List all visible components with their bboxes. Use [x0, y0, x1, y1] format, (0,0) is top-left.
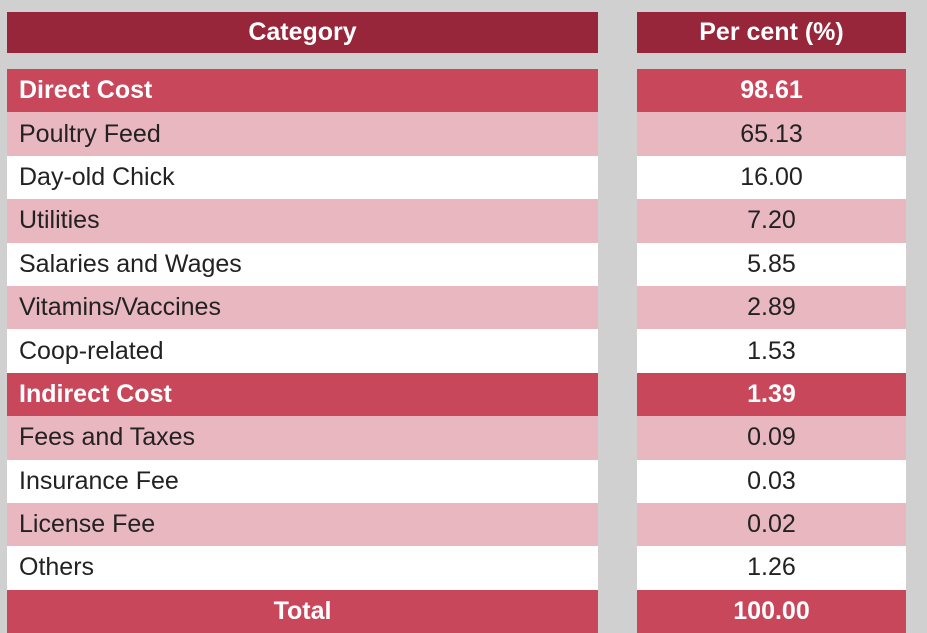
percent-cell: 0.03 — [637, 459, 906, 503]
category-cell: Vitamins/Vaccines — [7, 285, 598, 330]
percent-cell: 16.00 — [637, 155, 906, 200]
category-cell: Insurance Fee — [7, 459, 598, 503]
percent-cell: 7.20 — [637, 199, 906, 243]
total-percent-cell: 100.00 — [637, 589, 906, 633]
percent-cell: 0.02 — [637, 502, 906, 547]
section-percent-cell: 98.61 — [637, 69, 906, 113]
percent-cell: 0.09 — [637, 416, 906, 460]
section-category-cell: Indirect Cost — [7, 372, 598, 417]
category-cell: Coop-related — [7, 329, 598, 373]
category-column: Category Direct Cost Poultry Feed Day-old … — [7, 12, 598, 633]
category-cell: Salaries and Wages — [7, 242, 598, 286]
section-percent-cell: 1.39 — [637, 372, 906, 417]
percent-rows: 98.61 65.13 16.00 7.20 5.85 2.89 1.53 1.39 0.09 0… — [637, 69, 906, 633]
percent-cell: 1.53 — [637, 329, 906, 373]
category-cell: Utilities — [7, 199, 598, 243]
category-cell: Fees and Taxes — [7, 416, 598, 460]
section-category-cell: Direct Cost — [7, 69, 598, 113]
percent-header: Per cent (%) — [637, 12, 906, 53]
percent-cell: 5.85 — [637, 242, 906, 286]
percent-cell: 1.26 — [637, 546, 906, 590]
category-cell: Others — [7, 546, 598, 590]
category-cell: Poultry Feed — [7, 112, 598, 156]
category-rows: Direct Cost Poultry Feed Day-old Chick Util… — [7, 69, 598, 633]
category-cell: Day-old Chick — [7, 155, 598, 200]
category-cell: License Fee — [7, 502, 598, 547]
percent-cell: 65.13 — [637, 112, 906, 156]
total-category-cell: Total — [7, 589, 598, 633]
percent-cell: 2.89 — [637, 285, 906, 330]
percent-column: Per cent (%) 98.61 65.13 16.00 7.20 5.85 2.89… — [637, 12, 906, 633]
category-header: Category — [7, 12, 598, 53]
